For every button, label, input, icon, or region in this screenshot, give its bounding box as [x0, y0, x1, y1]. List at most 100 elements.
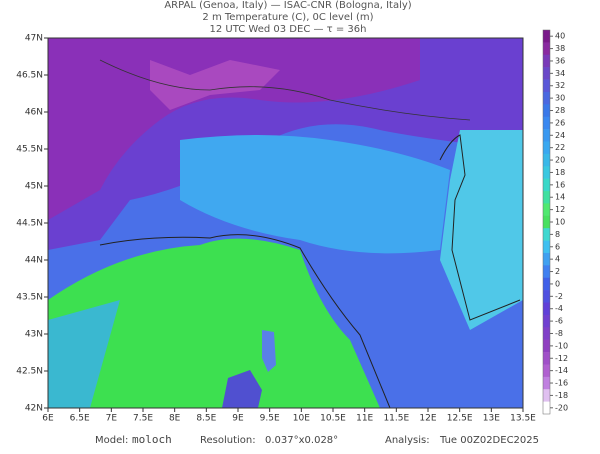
colorbar-segment	[543, 30, 550, 43]
colorbar-label: 0	[555, 279, 560, 288]
colorbar-label: 16	[555, 180, 565, 189]
colorbar-label: 14	[555, 193, 565, 202]
lat-label: 46.5N	[16, 71, 43, 81]
colorbar-label: 40	[555, 32, 565, 41]
colorbar-label: -10	[555, 341, 568, 350]
colorbar-segment	[543, 302, 550, 316]
colorbar-segment	[543, 277, 550, 291]
colorbar-label: -2	[555, 292, 563, 301]
map-field	[48, 38, 523, 408]
colorbar-segment	[543, 215, 550, 229]
lon-label: 8E	[169, 414, 181, 424]
colorbar-label: 24	[555, 131, 565, 140]
lat-label: 42N	[25, 404, 43, 414]
header-line: ARPAL (Genoa, Italy) — ISAC-CNR (Bologna…	[164, 0, 411, 11]
lon-label: 11.5E	[383, 414, 409, 424]
lon-label: 6E	[42, 414, 54, 424]
lon-label: 7.5E	[133, 414, 153, 424]
lon-label: 8.5E	[196, 414, 216, 424]
header-line: 2 m Temperature (C), 0C level (m)	[202, 12, 373, 23]
lon-label: 13E	[483, 414, 500, 424]
colorbar-segment	[543, 79, 550, 93]
colorbar-segment	[543, 228, 550, 241]
colorbar-segment	[543, 153, 550, 167]
colorbar-segment	[543, 401, 550, 415]
colorbar-label: 6	[555, 242, 560, 251]
colorbar-segment	[543, 314, 550, 328]
colorbar-segment	[543, 191, 550, 204]
lat-label: 47N	[25, 34, 43, 44]
colorbar-label: -14	[555, 366, 568, 375]
lat-label: 45.5N	[16, 145, 43, 155]
colorbar-segment	[543, 178, 550, 192]
footer-label: Model:	[95, 435, 128, 446]
colorbar-label: 30	[555, 94, 565, 103]
colorbar-segment	[543, 141, 550, 155]
lon-label: 6.5E	[70, 414, 90, 424]
lon-label: 13.5E	[510, 414, 536, 424]
colorbar-label: -6	[555, 317, 563, 326]
colorbar-segment	[543, 252, 550, 266]
lon-label: 10E	[293, 414, 310, 424]
header-line: 12 UTC Wed 03 DEC — τ = 36h	[210, 24, 367, 35]
lon-label: 10.5E	[320, 414, 346, 424]
lon-label: 9E	[232, 414, 244, 424]
colorbar-segment	[543, 104, 550, 118]
colorbar-segment	[543, 364, 550, 378]
colorbar-label: 8	[555, 230, 560, 239]
colorbar-label: 12	[555, 205, 565, 214]
colorbar-segment	[543, 389, 550, 402]
lat-label: 43N	[25, 330, 43, 340]
colorbar-segment	[543, 240, 550, 254]
colorbar-segment	[543, 67, 550, 80]
colorbar-label: 2	[555, 267, 560, 276]
colorbar-segment	[543, 376, 550, 390]
colorbar-segment	[543, 91, 550, 105]
footer-label: Resolution:	[200, 435, 256, 446]
lon-label: 7E	[106, 414, 118, 424]
colorbar-segment	[543, 265, 550, 279]
colorbar: 4038363432302826242220181614121086420-2-…	[542, 29, 568, 415]
footer-label: Analysis:	[385, 435, 430, 446]
colorbar-label: 38	[555, 44, 565, 53]
lat-label: 44.5N	[16, 219, 43, 229]
footer-value: 0.037°x0.028°	[265, 435, 338, 446]
colorbar-segment	[543, 352, 550, 365]
colorbar-segment	[543, 129, 550, 142]
lat-label: 46N	[25, 108, 43, 118]
colorbar-segment	[543, 166, 550, 179]
colorbar-segment	[543, 203, 550, 217]
lon-label: 12E	[419, 414, 436, 424]
colorbar-label: -16	[555, 379, 568, 388]
colorbar-segment	[543, 54, 550, 68]
colorbar-label: 4	[555, 255, 560, 264]
colorbar-label: -8	[555, 329, 563, 338]
lat-label: 43.5N	[16, 293, 43, 303]
axes: 47N 46.5N 46N 45.5N 45N 44.5N 44N 43.5N 43N 42.5N…	[16, 34, 536, 424]
footer-value: moloch	[132, 433, 172, 446]
colorbar-segment	[543, 290, 550, 303]
colorbar-segment	[543, 327, 550, 340]
colorbar-label: -4	[555, 304, 563, 313]
colorbar-label: 26	[555, 118, 565, 127]
colorbar-label: 32	[555, 81, 565, 90]
colorbar-label: 10	[555, 218, 565, 227]
colorbar-label: 34	[555, 69, 565, 78]
colorbar-label: 20	[555, 156, 565, 165]
colorbar-label: 18	[555, 168, 565, 177]
colorbar-label: 36	[555, 56, 565, 65]
colorbar-label: 22	[555, 143, 565, 152]
lon-label: 9.5E	[260, 414, 280, 424]
lat-label: 42.5N	[16, 367, 43, 377]
colorbar-label: -20	[555, 403, 568, 412]
lat-label: 44N	[25, 256, 43, 266]
lon-label: 11E	[356, 414, 373, 424]
colorbar-label: -18	[555, 391, 568, 400]
colorbar-label: 28	[555, 106, 565, 115]
colorbar-segment	[543, 339, 550, 353]
colorbar-label: -12	[555, 354, 568, 363]
lat-label: 45N	[25, 182, 43, 192]
footer-value: Tue 00Z02DEC2025	[439, 435, 539, 446]
colorbar-segment	[543, 116, 550, 130]
